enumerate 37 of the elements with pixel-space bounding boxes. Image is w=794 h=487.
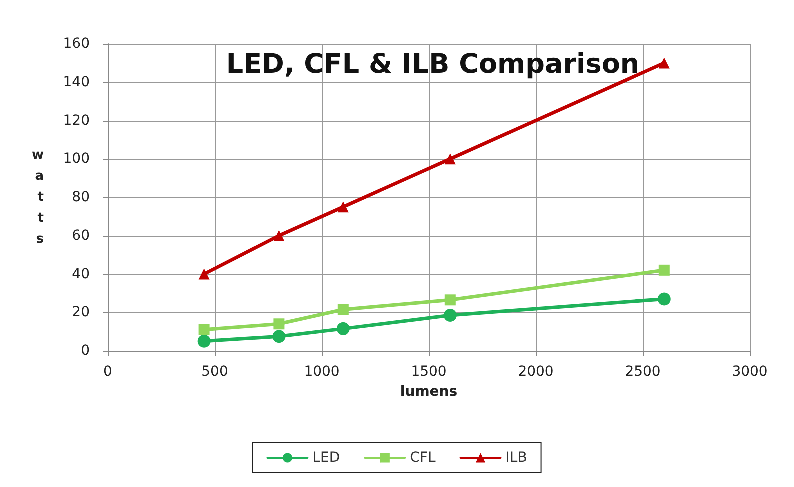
point bbox=[658, 264, 670, 276]
y-tick-label: 0 bbox=[81, 343, 90, 359]
y-tick-label: 160 bbox=[63, 36, 90, 52]
point bbox=[444, 309, 457, 322]
point bbox=[198, 268, 210, 280]
x-tick-label: 500 bbox=[202, 364, 228, 380]
y-tick-label: 20 bbox=[72, 304, 90, 321]
chart-title: LED, CFL & ILB Comparison bbox=[226, 49, 640, 80]
y-tick-label: 40 bbox=[72, 266, 90, 282]
x-tick-label: 3000 bbox=[732, 364, 768, 380]
point bbox=[274, 318, 285, 330]
point bbox=[336, 322, 350, 336]
point bbox=[444, 154, 456, 165]
legend-label: ILB bbox=[506, 450, 528, 466]
x-tick-label: 1500 bbox=[411, 364, 447, 380]
y-tick-label: 60 bbox=[72, 228, 90, 244]
point bbox=[338, 304, 349, 316]
point bbox=[198, 324, 210, 336]
x-axis-title: lumens bbox=[400, 384, 458, 400]
legend-label: CFL bbox=[410, 450, 436, 466]
point bbox=[444, 294, 456, 306]
point bbox=[272, 330, 286, 344]
point bbox=[338, 202, 349, 213]
y-tick-label: 140 bbox=[63, 74, 90, 90]
point bbox=[658, 58, 670, 69]
x-tick-label: 1000 bbox=[304, 364, 340, 380]
point bbox=[274, 230, 285, 242]
point bbox=[658, 292, 671, 306]
x-tick-label: 0 bbox=[104, 364, 112, 380]
x-tick-label: 2500 bbox=[625, 364, 661, 380]
y-axis-title: watts bbox=[32, 148, 44, 247]
y-tick-label: 100 bbox=[63, 151, 90, 168]
y-tick-label: 120 bbox=[63, 112, 90, 129]
y-tick-label: 80 bbox=[72, 190, 90, 206]
x-tick-label: 2000 bbox=[518, 364, 554, 380]
legend-label: LED bbox=[312, 450, 340, 466]
point bbox=[198, 334, 211, 348]
